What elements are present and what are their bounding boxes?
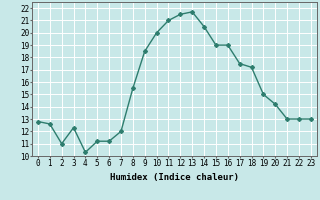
X-axis label: Humidex (Indice chaleur): Humidex (Indice chaleur): [110, 173, 239, 182]
